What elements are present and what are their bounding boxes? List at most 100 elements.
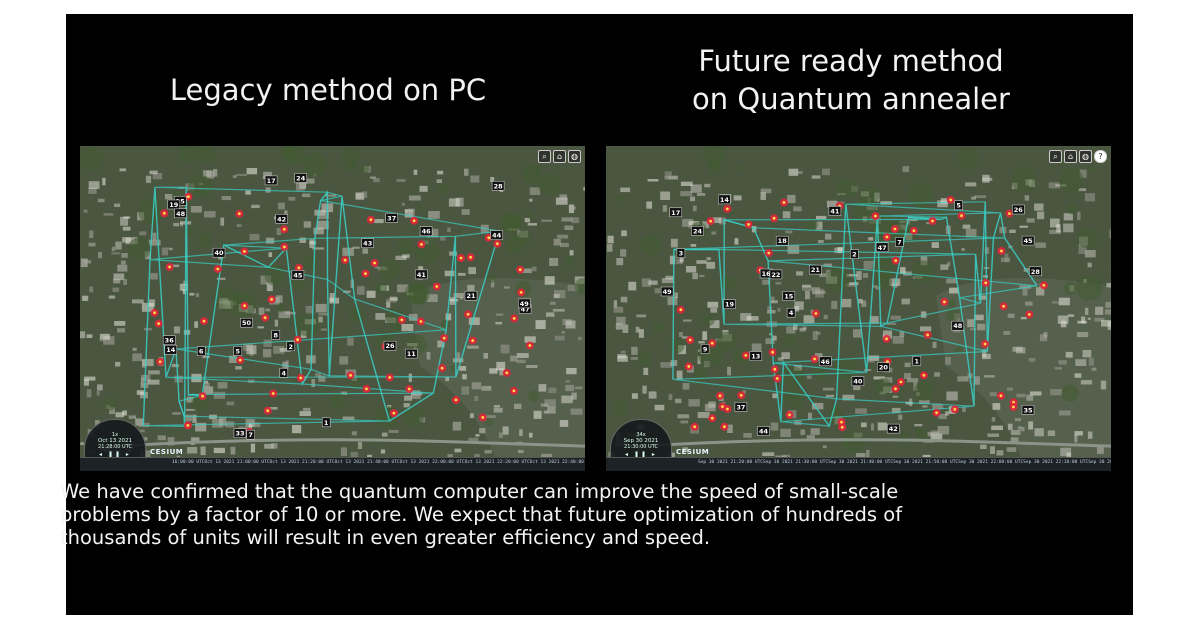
delivery-marker-core	[420, 243, 423, 246]
building	[692, 205, 697, 212]
building	[150, 273, 158, 280]
timeline-tick: Oct 13 2021 21:00:00 UTC	[204, 460, 270, 465]
timeline[interactable]: Sep 30 2021 21:20:00 UTC Sep 30 2021 21:3…	[606, 457, 1111, 471]
building	[1065, 351, 1073, 358]
building	[822, 387, 835, 391]
building	[403, 403, 410, 408]
stop-label: 35	[1021, 405, 1035, 415]
search-icon[interactable]: ⌕	[538, 150, 551, 163]
building	[1104, 309, 1111, 315]
delivery-marker-core	[349, 373, 352, 377]
building	[842, 394, 855, 401]
globe-icon[interactable]: ◍	[568, 150, 581, 163]
delivery-marker-core	[775, 377, 779, 380]
building	[262, 349, 272, 358]
tree-patch	[1088, 165, 1096, 173]
clock-time: 21:30:00 UTC	[624, 444, 658, 450]
building	[982, 349, 987, 358]
building	[565, 384, 575, 392]
delivery-marker-core	[519, 291, 523, 294]
delivery-marker-core	[400, 318, 404, 322]
tree-patch	[349, 306, 365, 322]
search-icon[interactable]: ⌕	[1049, 150, 1062, 163]
tree-patch	[908, 182, 934, 208]
stop-label: 8	[271, 330, 281, 340]
building	[794, 301, 804, 310]
building	[1022, 288, 1028, 296]
building	[849, 282, 859, 285]
stop-label-box	[419, 226, 433, 236]
building	[932, 405, 944, 409]
building	[461, 209, 470, 215]
timeline-tick: Oct 13 2021 21:20:00 UTC	[269, 460, 335, 465]
building	[815, 290, 826, 294]
stop-label-text: 44	[492, 232, 502, 240]
legacy-route-map[interactable]: 1 2 4 5 6 7 8 11 14 15 17 19 21 24 26 28 33 36 37 40 41 42 43 4…	[80, 146, 585, 471]
building	[447, 227, 451, 232]
building	[299, 411, 311, 416]
building	[1015, 347, 1026, 354]
building	[185, 408, 196, 411]
building	[527, 223, 537, 226]
building	[86, 334, 93, 338]
home-icon[interactable]: ⌂	[1064, 150, 1077, 163]
building	[440, 236, 446, 241]
help-icon[interactable]: ?	[1094, 150, 1107, 163]
building	[903, 372, 911, 379]
building	[965, 228, 977, 238]
stop-label-text: 41	[417, 271, 427, 279]
building	[607, 235, 614, 244]
clock-date: Sep 30 2021	[623, 438, 659, 444]
building	[265, 308, 271, 312]
building	[303, 407, 311, 411]
building	[147, 379, 160, 385]
building	[102, 177, 106, 186]
building	[340, 447, 347, 456]
building	[128, 415, 136, 419]
building	[468, 317, 480, 325]
stop-label: 2	[850, 249, 859, 259]
building	[270, 443, 278, 449]
building	[445, 376, 450, 382]
stop-label-box	[490, 230, 503, 240]
building	[914, 424, 923, 427]
building	[524, 336, 536, 343]
building	[313, 227, 324, 235]
legacy-map-canvas: 1245678111415171921242628333637404142434…	[80, 146, 585, 471]
stop-label: 21	[464, 290, 478, 301]
building	[149, 170, 158, 175]
building	[119, 168, 127, 172]
building	[469, 413, 474, 419]
playback-controls[interactable]: ◂ ❚❚ ▸	[625, 451, 657, 458]
playback-controls[interactable]: ◂ ❚❚ ▸	[99, 451, 131, 458]
quantum-route-map[interactable]: 1 2 3 4 5 7 9 13 14 15 16 17 18 19 20 21 22 24 26 28 35 37 40 4…	[606, 146, 1111, 471]
home-icon[interactable]: ⌂	[553, 150, 566, 163]
timeline[interactable]: 16:00:00 UTC Oct 13 2021 21:00:00 UTC Oct …	[80, 457, 585, 471]
building	[1047, 430, 1056, 436]
right-title: Future ready method on Quantum annealer	[666, 42, 1036, 118]
building	[771, 296, 775, 304]
building	[1060, 320, 1067, 328]
building	[419, 185, 428, 192]
delivery-marker-core	[926, 333, 929, 337]
stop-label: 21	[809, 264, 822, 275]
globe-icon[interactable]: ◍	[1079, 150, 1092, 163]
stop-label: 40	[212, 247, 226, 258]
building	[696, 193, 706, 196]
building	[347, 337, 354, 346]
building	[781, 352, 790, 359]
tree-patch	[276, 303, 286, 313]
building	[315, 372, 321, 377]
building	[555, 197, 568, 205]
building	[697, 412, 710, 419]
building	[638, 329, 644, 338]
building	[1043, 332, 1048, 338]
stop-label: 7	[246, 429, 255, 440]
building	[191, 437, 200, 444]
building	[945, 357, 951, 365]
building	[805, 290, 810, 300]
building	[282, 361, 288, 371]
building	[559, 194, 567, 200]
tree-patch	[138, 198, 164, 224]
building	[570, 408, 583, 415]
